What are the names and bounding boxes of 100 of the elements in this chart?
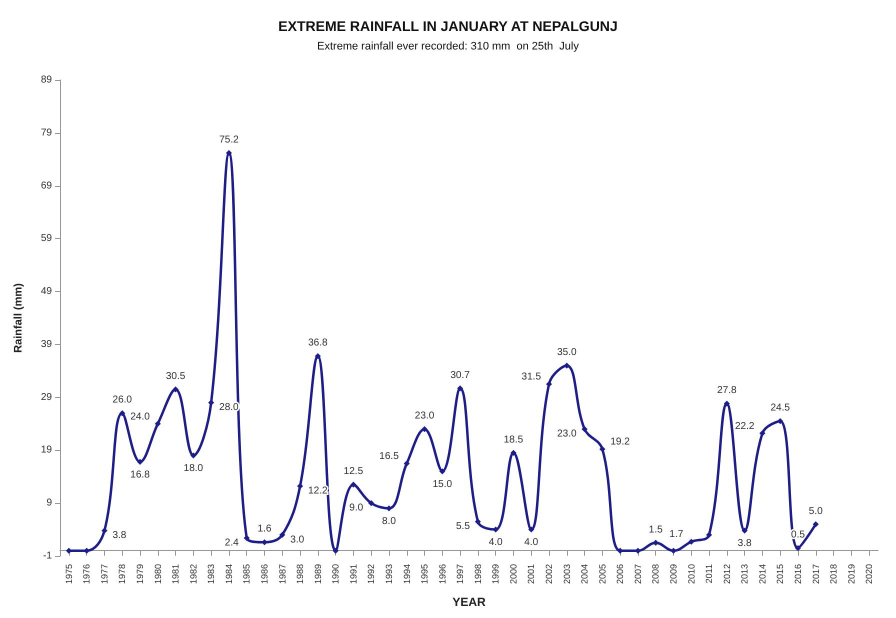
x-tick-label: 1990 xyxy=(330,564,341,584)
point xyxy=(812,521,819,528)
data-label: 2.4 xyxy=(224,538,240,549)
data-label: 16.5 xyxy=(379,450,400,462)
x-tick-label: 2004 xyxy=(580,564,590,584)
data-label: 27.8 xyxy=(717,385,738,396)
point xyxy=(368,500,374,506)
x-tick-label: 1993 xyxy=(384,564,394,584)
x-tick-label: 1979 xyxy=(135,564,146,584)
data-label: 3.8 xyxy=(738,538,752,550)
y-tick-label: 29 xyxy=(40,392,52,403)
y-tick-label: 19 xyxy=(40,444,52,456)
x-tick-label: 1989 xyxy=(312,564,323,584)
point xyxy=(244,535,250,542)
x-tick-label: 1986 xyxy=(260,564,270,584)
data-label: 12.5 xyxy=(344,466,364,478)
y-tick-label: 39 xyxy=(40,338,52,350)
data-label: 3.0 xyxy=(290,534,305,546)
data-label: 19.2 xyxy=(610,436,630,448)
x-tick-label: 1996 xyxy=(437,564,448,584)
x-tick-label: 1977 xyxy=(99,564,110,584)
x-tick-label: 1995 xyxy=(420,564,430,584)
data-label: 5.5 xyxy=(456,521,470,532)
point xyxy=(101,528,108,534)
data-label: 15.0 xyxy=(432,478,452,490)
y-tick-label: 89 xyxy=(40,74,52,86)
chart-subtitle: Extreme rainfall ever recorded: 310 mm on 25th July xyxy=(317,40,580,52)
data-label: 4.0 xyxy=(488,537,504,548)
x-tick-label: 1980 xyxy=(152,564,163,584)
x-tick-label: 2016 xyxy=(792,564,803,584)
point xyxy=(510,450,516,456)
data-label: 30.7 xyxy=(450,370,470,381)
point xyxy=(422,426,428,432)
y-axis-title: Rainfall (mm) xyxy=(12,282,24,353)
x-tick-label: 1987 xyxy=(277,564,288,584)
x-tick-label: 1976 xyxy=(82,564,92,584)
data-label: 1.6 xyxy=(258,524,272,535)
point xyxy=(404,460,410,466)
x-tick-label: 1975 xyxy=(64,564,74,584)
data-label: 23.0 xyxy=(557,428,578,440)
point xyxy=(474,518,481,525)
x-tick-label: 2000 xyxy=(508,564,518,584)
x-tick-label: 2014 xyxy=(757,564,768,584)
y-tick-label: 79 xyxy=(40,127,52,138)
point xyxy=(582,426,588,432)
data-label: 24.0 xyxy=(130,411,150,422)
x-tick-label: 2020 xyxy=(864,564,874,584)
x-tick-label: 1983 xyxy=(206,564,216,584)
x-tick-label: 1978 xyxy=(117,564,128,584)
x-tick-label: 1985 xyxy=(242,564,252,584)
data-label: 9.0 xyxy=(349,502,364,514)
x-tick-label: 2003 xyxy=(562,564,572,584)
data-label: 1.7 xyxy=(669,529,684,540)
x-tick-label: 1997 xyxy=(455,564,466,584)
y-tick-label: 69 xyxy=(40,180,52,192)
x-tick-label: 2011 xyxy=(704,564,714,584)
point xyxy=(777,418,784,424)
x-tick-label: 1992 xyxy=(366,564,376,584)
point xyxy=(688,538,694,545)
y-tick-label: 9 xyxy=(46,498,52,509)
point xyxy=(279,532,286,538)
data-label: 16.8 xyxy=(130,469,150,480)
data-label: 75.2 xyxy=(219,134,240,146)
point xyxy=(724,400,730,407)
point xyxy=(599,446,606,452)
x-tick-label: 2002 xyxy=(544,564,554,584)
point xyxy=(439,468,446,474)
data-label: 4.0 xyxy=(524,537,539,548)
x-axis-title: YEAR xyxy=(452,595,486,609)
data-label: 24.5 xyxy=(770,402,790,414)
x-tick-label: 1982 xyxy=(188,564,198,584)
x-tick-label: 2018 xyxy=(828,564,839,584)
x-tick-label: 1984 xyxy=(224,564,234,584)
data-label: 23.0 xyxy=(414,410,435,422)
data-label: 26.0 xyxy=(112,394,132,406)
point xyxy=(794,545,801,552)
point xyxy=(670,548,676,554)
data-label: 5.0 xyxy=(808,506,824,517)
x-tick-label: 2010 xyxy=(686,564,696,584)
point xyxy=(190,452,196,459)
point xyxy=(137,458,144,465)
x-tick-label: 2012 xyxy=(722,564,732,584)
y-tick-label: -1 xyxy=(43,550,52,562)
point xyxy=(226,150,232,156)
y-tick-label: 49 xyxy=(40,286,52,298)
point xyxy=(457,385,464,392)
point xyxy=(314,353,321,360)
chart-title: EXTREME RAINFALL IN JANUARY AT NEPALGUNJ xyxy=(278,18,618,34)
x-tick-label: 1998 xyxy=(472,564,483,584)
x-tick-label: 2001 xyxy=(526,564,536,584)
x-tick-label: 1991 xyxy=(348,564,358,584)
x-tick-label: 2017 xyxy=(810,564,821,584)
point xyxy=(759,430,766,436)
x-tick-label: 2006 xyxy=(615,564,626,584)
point xyxy=(742,528,748,534)
x-tick-label: 2008 xyxy=(650,564,661,584)
y-tick-label: 59 xyxy=(40,233,52,244)
data-label: 31.5 xyxy=(522,372,542,383)
data-label: 18.0 xyxy=(184,463,204,474)
x-tick-label: 1988 xyxy=(295,564,306,584)
